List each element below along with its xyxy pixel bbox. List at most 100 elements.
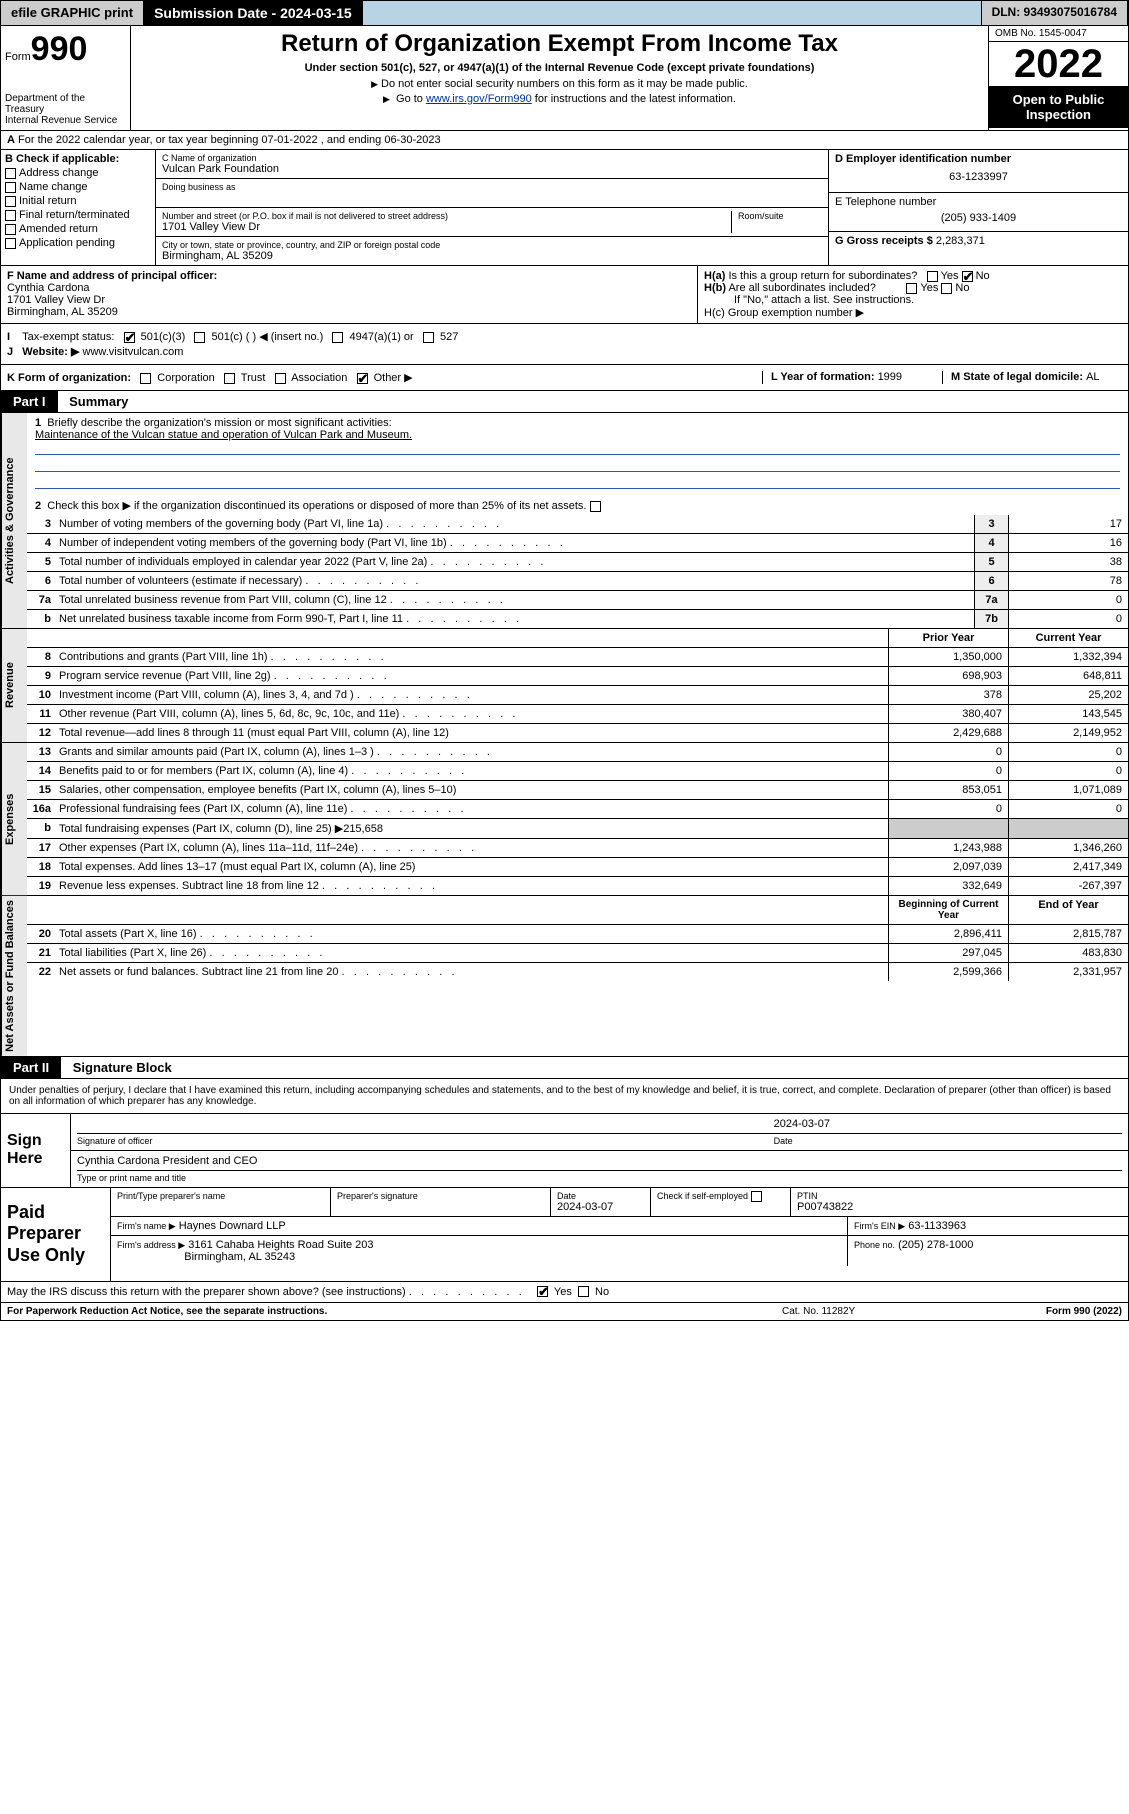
chk-501c[interactable] [194,332,205,343]
topbar-spacer [363,1,982,25]
chk-501c3[interactable] [124,332,135,343]
form-header: Form990 Department of the Treasury Inter… [0,26,1129,131]
perjury-declaration: Under penalties of perjury, I declare th… [0,1079,1129,1114]
firm-addr1: 3161 Cahaba Heights Road Suite 203 [188,1239,373,1251]
rev-line-9: 9Program service revenue (Part VIII, lin… [27,667,1128,686]
rev-line-10: 10Investment income (Part VIII, column (… [27,686,1128,705]
topbar: efile GRAPHIC print Submission Date - 20… [0,0,1129,26]
chk-trust[interactable] [224,373,235,384]
firm-addr2: Birmingham, AL 35243 [184,1251,295,1263]
gov-line-3: 3Number of voting members of the governi… [27,515,1128,534]
chk-final-return[interactable]: Final return/terminated [5,209,151,221]
org-name: Vulcan Park Foundation [162,163,822,175]
chk-discuss-no[interactable] [578,1286,589,1297]
chk-association[interactable] [275,373,286,384]
submission-date: Submission Date - 2024-03-15 [144,1,363,25]
netassets-section: Net Assets or Fund Balances Beginning of… [0,896,1129,1057]
chk-name-change[interactable]: Name change [5,181,151,193]
officer-label: F Name and address of principal officer: [7,270,217,282]
group-return-hb: H(b) Are all subordinates included? Yes … [704,282,1122,294]
website-value: www.visitvulcan.com [83,346,184,358]
chk-4947[interactable] [332,332,343,343]
city-value: Birmingham, AL 35209 [162,250,822,262]
exp-line-19: 19Revenue less expenses. Subtract line 1… [27,877,1128,895]
revenue-section: Revenue Prior YearCurrent Year 8Contribu… [0,629,1129,743]
exp-line-16b: bTotal fundraising expenses (Part IX, co… [27,819,1128,839]
dba-label: Doing business as [162,182,822,192]
officer-printed-label: Type or print name and title [77,1173,1122,1183]
exp-line-15: 15Salaries, other compensation, employee… [27,781,1128,800]
year-columns-header: Prior YearCurrent Year [27,629,1128,648]
exp-line-14: 14Benefits paid to or for members (Part … [27,762,1128,781]
form-number: Form990 [5,30,126,69]
phone-label: E Telephone number [835,196,1122,208]
irs-link[interactable]: www.irs.gov/Form990 [426,93,532,105]
address-value: 1701 Valley View Dr [162,221,725,233]
rev-line-8: 8Contributions and grants (Part VIII, li… [27,648,1128,667]
form-subtitle: Under section 501(c), 527, or 4947(a)(1)… [139,62,980,74]
tab-netassets: Net Assets or Fund Balances [1,896,27,1056]
chk-application-pending[interactable]: Application pending [5,237,151,249]
checkbox-header: B Check if applicable: [5,153,119,165]
ein-value: 63-1233997 [835,165,1122,189]
omb-number: OMB No. 1545-0047 [989,26,1128,42]
tax-period: A For the 2022 calendar year, or tax yea… [0,131,1129,150]
discuss-row: May the IRS discuss this return with the… [0,1282,1129,1303]
rev-line-12: 12Total revenue—add lines 8 through 11 (… [27,724,1128,742]
form-org-row: K Form of organization: Corporation Trus… [0,365,1129,391]
paid-preparer-label: Paid Preparer Use Only [1,1188,111,1281]
balance-columns-header: Beginning of Current YearEnd of Year [27,896,1128,925]
address-label: Number and street (or P.O. box if mail i… [162,211,725,221]
mission-text: Maintenance of the Vulcan statue and ope… [35,429,1120,441]
governance-section: Activities & Governance 1 Briefly descri… [0,413,1129,629]
preparer-block: Paid Preparer Use Only Print/Type prepar… [0,1188,1129,1282]
year-formation: 1999 [878,371,902,383]
firm-ein: 63-1133963 [908,1220,966,1232]
gov-line-7b: bNet unrelated business taxable income f… [27,610,1128,628]
tax-year: 2022 [989,42,1128,86]
net-line-22: 22Net assets or fund balances. Subtract … [27,963,1128,981]
exp-line-18: 18Total expenses. Add lines 13–17 (must … [27,858,1128,877]
chk-corporation[interactable] [140,373,151,384]
sign-here-label: Sign Here [1,1114,71,1187]
chk-amended-return[interactable]: Amended return [5,223,151,235]
pra-notice: For Paperwork Reduction Act Notice, see … [7,1306,782,1317]
rev-line-11: 11Other revenue (Part VIII, column (A), … [27,705,1128,724]
chk-527[interactable] [423,332,434,343]
chk-other[interactable] [357,373,368,384]
hb-note: If "No," attach a list. See instructions… [704,294,1122,306]
chk-discuss-yes[interactable] [537,1286,548,1297]
tab-expenses: Expenses [1,743,27,895]
sig-date: 2024-03-07 [774,1118,1122,1134]
tab-revenue: Revenue [1,629,27,742]
state-domicile: AL [1086,371,1099,383]
room-suite-label: Room/suite [732,211,822,233]
chk-discontinued[interactable] [590,501,601,512]
chk-initial-return[interactable]: Initial return [5,195,151,207]
status-website-row: I Tax-exempt status: 501(c)(3) 501(c) ( … [0,324,1129,365]
efile-label: efile GRAPHIC print [1,1,144,25]
gov-line-7a: 7aTotal unrelated business revenue from … [27,591,1128,610]
group-return-ha: H(a) Is this a group return for subordin… [704,270,1122,282]
officer-addr2: Birmingham, AL 35209 [7,306,118,318]
goto-instruction: Go to www.irs.gov/Form990 for instructio… [139,93,980,105]
group-exemption-hc: H(c) Group exemption number ▶ [704,306,1122,319]
dln-label: DLN: 93493075016784 [982,1,1128,25]
ssn-warning: Do not enter social security numbers on … [139,78,980,90]
part1-header: Part I Summary [0,391,1129,413]
phone-value: (205) 933-1409 [835,208,1122,228]
gross-receipts-value: 2,283,371 [936,235,985,247]
officer-printed-name: Cynthia Cardona President and CEO [77,1155,1122,1171]
open-public-label: Open to Public Inspection [989,86,1128,128]
chk-address-change[interactable]: Address change [5,167,151,179]
exp-line-16a: 16aProfessional fundraising fees (Part I… [27,800,1128,819]
date-label: Date [774,1136,1122,1146]
net-line-21: 21Total liabilities (Part X, line 26)297… [27,944,1128,963]
net-line-20: 20Total assets (Part X, line 16)2,896,41… [27,925,1128,944]
officer-sig-label: Signature of officer [77,1136,774,1146]
self-employed-check[interactable]: Check if self-employed [657,1191,784,1202]
officer-name: Cynthia Cardona [7,282,90,294]
form-footer: Form 990 (2022) [982,1306,1122,1317]
firm-phone: (205) 278-1000 [898,1239,973,1251]
form-title: Return of Organization Exempt From Incom… [139,30,980,58]
